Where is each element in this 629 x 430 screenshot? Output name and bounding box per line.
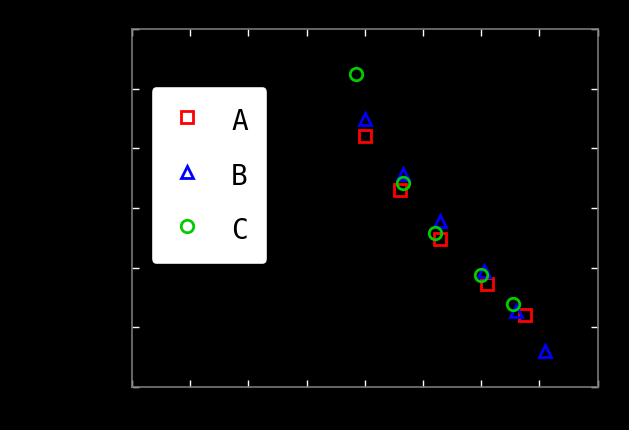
B [512,309,520,314]
A [361,135,369,140]
B [437,219,444,224]
A [483,282,491,287]
C [477,273,485,278]
Legend: A, B, C: A, B, C [150,87,267,264]
C [352,72,360,77]
Line: A: A [359,131,531,322]
B [361,117,369,122]
A [437,237,444,243]
B [481,268,488,273]
B [399,172,406,178]
C [399,181,406,187]
B [542,349,549,354]
C [509,302,517,307]
Line: C: C [350,68,520,311]
Line: B: B [359,113,552,358]
A [396,188,404,194]
C [431,230,438,236]
A [521,313,528,318]
